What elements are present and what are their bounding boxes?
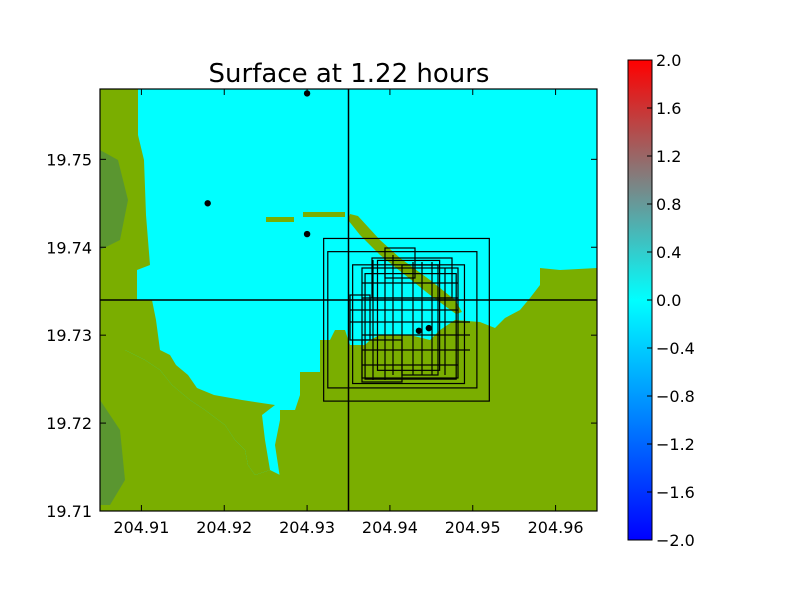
island-strip: [303, 212, 345, 217]
island-strip: [266, 217, 294, 222]
land-layer: [100, 89, 597, 511]
colorbar-tick-label: −0.8: [656, 387, 695, 406]
gauge-point: [303, 230, 311, 238]
land-west-shore: [100, 89, 275, 475]
gauge-point: [415, 327, 423, 334]
refinement-regions: [323, 237, 490, 402]
land-west-shore-lower: [100, 350, 597, 511]
colorbar-tick-label: −1.2: [656, 435, 695, 454]
x-tick-label: 204.95: [445, 518, 501, 537]
y-axis: 19.71 19.72 19.73 19.74 19.75: [46, 150, 597, 521]
colorbar-tick-label: −1.6: [656, 483, 695, 502]
plot-area: [100, 89, 597, 511]
chart-title: Surface at 1.22 hours: [209, 59, 490, 89]
y-tick-label: 19.72: [46, 414, 92, 433]
fine-grid-patches: [349, 247, 470, 383]
colorbar-tick-label: 1.2: [656, 147, 681, 166]
land-south-east: [275, 268, 597, 511]
refinement-region: [364, 273, 457, 380]
gauge-point: [425, 324, 433, 332]
colorbar-tick-label: −0.4: [656, 339, 695, 358]
refinement-region: [323, 237, 490, 402]
y-tick-label: 19.73: [46, 326, 92, 345]
x-tick-label: 204.91: [113, 518, 169, 537]
colorbar-tick-label: 0.8: [656, 195, 681, 214]
y-tick-label: 19.75: [46, 150, 92, 169]
refinement-region: [376, 259, 441, 371]
colorbar-tick-label: 0.0: [656, 291, 681, 310]
x-tick-label: 204.96: [528, 518, 584, 537]
x-tick-label: 204.92: [196, 518, 252, 537]
colorbar-axis: 2.0 1.6 1.2 0.8 0.4 0.0 −0.4 −0.8 −1.2 −1.6 −2.0: [647, 51, 695, 550]
y-tick-label: 19.74: [46, 238, 92, 257]
x-tick-label: 204.93: [279, 518, 335, 537]
land-dark-patch-2: [100, 400, 125, 505]
colorbar-tick-label: 2.0: [656, 51, 681, 70]
x-axis: 204.91 204.92 204.93 204.94 204.95 204.96: [113, 89, 584, 537]
gauges: [204, 90, 433, 334]
plot-frame: [99, 88, 598, 512]
colorbar-tick-label: −2.0: [656, 531, 695, 550]
gauge-point: [204, 200, 211, 207]
colorbar-tick-label: 1.6: [656, 99, 681, 118]
x-tick-label: 204.94: [362, 518, 418, 537]
land-dark-patch: [100, 150, 128, 250]
y-tick-label: 19.71: [46, 502, 92, 521]
refinement-region: [327, 251, 478, 389]
colorbar-tick-label: 0.4: [656, 243, 681, 262]
